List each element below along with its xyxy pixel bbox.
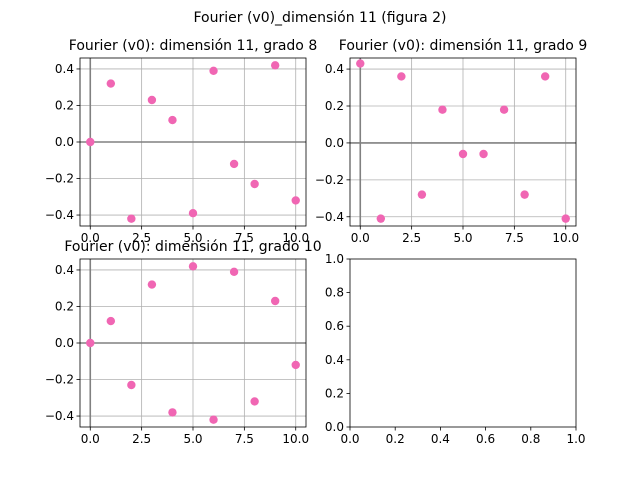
data-point bbox=[127, 214, 136, 223]
x-tick-label: 0.4 bbox=[431, 432, 450, 446]
y-tick-label: −0.2 bbox=[315, 173, 344, 187]
data-point bbox=[188, 209, 198, 218]
data-point bbox=[458, 149, 468, 159]
x-tick-label: 5.0 bbox=[453, 231, 472, 245]
x-tick-label: 10.0 bbox=[552, 231, 579, 245]
x-tick-label: 10.0 bbox=[282, 432, 309, 446]
subplot-title: Fourier (v0): dimensión 11, grado 8 bbox=[69, 38, 317, 54]
data-point bbox=[479, 149, 488, 159]
x-tick-label: 7.5 bbox=[235, 231, 254, 245]
y-tick-label: 0.2 bbox=[325, 386, 344, 400]
data-point bbox=[291, 360, 300, 370]
y-tick-label: 0.0 bbox=[55, 336, 74, 350]
x-tick-label: 0.2 bbox=[386, 432, 405, 446]
x-tick-label: 2.5 bbox=[132, 231, 151, 245]
x-tick-label: 2.5 bbox=[132, 432, 151, 446]
y-tick-label: 0.0 bbox=[325, 420, 344, 434]
y-tick-label: −0.4 bbox=[315, 210, 344, 224]
data-point bbox=[168, 408, 177, 417]
data-point bbox=[356, 59, 365, 68]
data-point bbox=[291, 196, 300, 205]
y-tick-label: 0.2 bbox=[55, 299, 74, 313]
subplot-2: 0.0 2.5 5.0 7.5 10.0 −0.4 −0.2 0.0 0.2 0.4 Fourier… bbox=[315, 38, 587, 245]
data-point bbox=[86, 137, 95, 147]
x-tick-label: 0.6 bbox=[476, 432, 495, 446]
data-point bbox=[188, 262, 198, 271]
data-point bbox=[438, 105, 447, 114]
x-tick-label: 0.0 bbox=[340, 432, 359, 446]
data-point bbox=[147, 95, 157, 105]
y-tick-label: −0.4 bbox=[45, 208, 74, 222]
axes-frame bbox=[349, 258, 577, 428]
x-tick-label: 5.0 bbox=[183, 231, 202, 245]
data-point bbox=[86, 338, 95, 348]
x-tick-label: 0.8 bbox=[521, 432, 540, 446]
y-tick-label: 0.0 bbox=[55, 135, 74, 149]
y-tick-label: 0.2 bbox=[55, 98, 74, 112]
y-tick-label: 0.8 bbox=[325, 286, 344, 300]
subplots: 0.0 2.5 5.0 7.5 10.0 −0.4 −0.2 0.0 0.2 0.4 Fourier… bbox=[45, 38, 587, 446]
data-point bbox=[168, 115, 177, 125]
y-tick-label: 0.6 bbox=[325, 319, 344, 333]
y-tick-label: −0.4 bbox=[45, 409, 74, 423]
y-tick-label: −0.2 bbox=[45, 172, 74, 186]
data-point bbox=[127, 380, 136, 390]
data-point bbox=[147, 280, 157, 289]
data-point bbox=[229, 159, 239, 169]
x-tick-label: 2.5 bbox=[402, 231, 421, 245]
subplot-title: Fourier (v0): dimensión 11, grado 10 bbox=[64, 239, 321, 255]
subplot-4: 0.0 0.2 0.4 0.6 0.8 1.0 0.0 0.2 0.4 0.6 0.8 1.0 bbox=[325, 252, 586, 446]
data-point bbox=[209, 415, 218, 424]
y-tick-label: 1.0 bbox=[325, 252, 344, 266]
data-point bbox=[250, 179, 259, 189]
x-tick-label: 7.5 bbox=[235, 432, 254, 446]
data-point bbox=[561, 214, 570, 223]
figure-suptitle: Fourier (v0)_dimensión 11 (figura 2) bbox=[193, 10, 446, 26]
y-tick-label: 0.0 bbox=[325, 136, 344, 150]
y-tick-label: 0.4 bbox=[55, 62, 74, 76]
x-tick-label: 7.5 bbox=[505, 231, 524, 245]
x-tick-label: 1.0 bbox=[566, 432, 585, 446]
y-tick-label: 0.4 bbox=[325, 62, 344, 76]
x-tick-label: 0.0 bbox=[81, 231, 100, 245]
x-tick-label: 0.0 bbox=[81, 432, 100, 446]
x-tick-label: 5.0 bbox=[183, 432, 202, 446]
subplot-3: 0.0 2.5 5.0 7.5 10.0 −0.4 −0.2 0.0 0.2 0.4 Fourier… bbox=[45, 239, 322, 446]
data-point bbox=[520, 190, 529, 199]
data-point bbox=[540, 72, 550, 81]
data-point bbox=[499, 105, 509, 114]
data-point bbox=[270, 61, 280, 70]
y-tick-label: 0.2 bbox=[325, 99, 344, 113]
data-point bbox=[106, 79, 116, 88]
y-tick-label: 0.4 bbox=[325, 353, 344, 367]
data-point bbox=[417, 190, 427, 199]
x-tick-label: 10.0 bbox=[282, 231, 309, 245]
subplot-1: 0.0 2.5 5.0 7.5 10.0 −0.4 −0.2 0.0 0.2 0.4 Fourier… bbox=[45, 38, 317, 245]
y-tick-label: −0.2 bbox=[45, 373, 74, 387]
data-point bbox=[270, 296, 280, 306]
subplot-title: Fourier (v0): dimensión 11, grado 9 bbox=[339, 38, 587, 54]
data-point bbox=[376, 214, 386, 223]
data-point bbox=[250, 397, 259, 406]
data-point bbox=[397, 72, 406, 81]
x-tick-label: 0.0 bbox=[351, 231, 370, 245]
data-point bbox=[209, 66, 218, 75]
data-point bbox=[229, 267, 239, 276]
y-tick-label: 0.4 bbox=[55, 263, 74, 277]
data-point bbox=[106, 316, 116, 326]
